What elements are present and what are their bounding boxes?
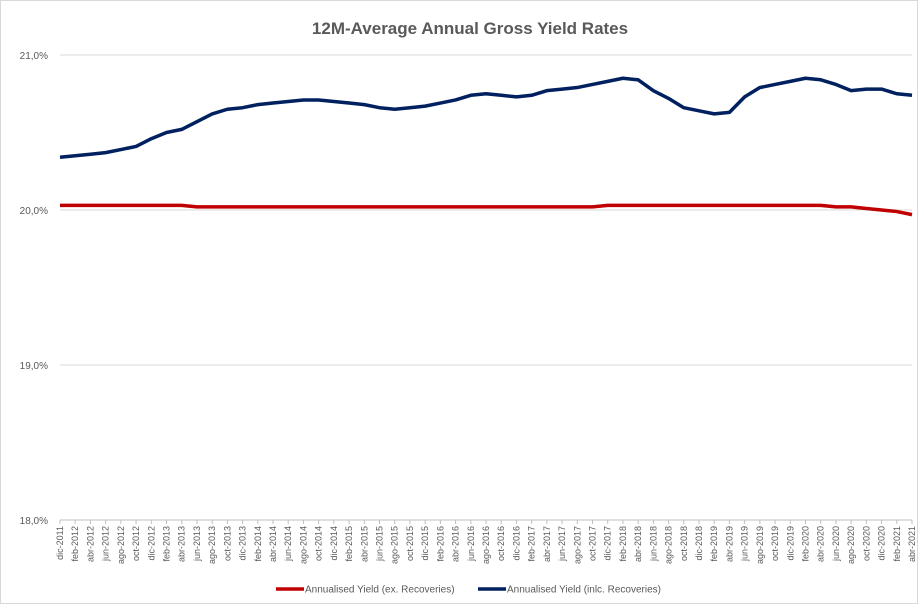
chart-title: 12M-Average Annual Gross Yield Rates	[312, 19, 628, 38]
x-tick-label: abr-2018	[633, 526, 643, 562]
x-tick-label: oct-2020	[861, 526, 871, 561]
x-tick-label: jun-2019	[740, 526, 750, 562]
x-tick-label: feb-2016	[435, 526, 445, 562]
x-tick-label: oct-2013	[222, 526, 232, 561]
x-tick-label: feb-2019	[709, 526, 719, 562]
x-tick-label: feb-2018	[618, 526, 628, 562]
x-tick-label: feb-2021	[892, 526, 902, 562]
x-tick-label: ago-2012	[116, 526, 126, 564]
x-tick-label: jun-2013	[192, 526, 202, 562]
x-tick-label: jun-2017	[557, 526, 567, 562]
x-tick-label: ago-2019	[755, 526, 765, 564]
x-tick-label: jun-2015	[375, 526, 385, 562]
x-tick-label: dic-2015	[420, 526, 430, 561]
x-tick-label: ago-2014	[298, 526, 308, 564]
series-line	[60, 203, 913, 217]
x-tick-label: dic-2019	[785, 526, 795, 561]
x-tick-label: dic-2018	[694, 526, 704, 561]
x-tick-label: ago-2015	[390, 526, 400, 564]
x-tick-label: dic-2017	[603, 526, 613, 561]
x-tick-label: ago-2020	[846, 526, 856, 564]
x-tick-label: oct-2016	[496, 526, 506, 561]
x-tick-label: abr-2016	[451, 526, 461, 562]
x-tick-label: oct-2019	[770, 526, 780, 561]
x-tick-label: oct-2014	[314, 526, 324, 561]
x-tick-label: feb-2012	[70, 526, 80, 562]
series-line	[59, 76, 913, 160]
x-tick-label: ago-2013	[207, 526, 217, 564]
x-tick-label: feb-2015	[344, 526, 354, 562]
x-tick-label: dic-2014	[329, 526, 339, 561]
x-tick-label: oct-2012	[131, 526, 141, 561]
x-tick-label: oct-2017	[588, 526, 598, 561]
x-tick-label: feb-2014	[253, 526, 263, 562]
y-tick-label: 21,0%	[20, 51, 48, 62]
x-tick-label: abr-2020	[816, 526, 826, 562]
x-tick-label: ago-2018	[664, 526, 674, 564]
x-tick-label: jun-2020	[831, 526, 841, 562]
x-tick-label: feb-2020	[801, 526, 811, 562]
x-tick-label: abr-2014	[268, 526, 278, 562]
x-tick-label: abr-2012	[85, 526, 95, 562]
legend-label: Annualised Yield (inlc. Recoveries)	[507, 585, 661, 596]
x-tick-label: abr-2019	[724, 526, 734, 562]
x-tick-label: ago-2017	[572, 526, 582, 564]
x-tick-label: dic-2012	[146, 526, 156, 561]
x-tick-label: jun-2012	[101, 526, 111, 562]
x-tick-label: dic-2013	[238, 526, 248, 561]
x-tick-label: dic-2016	[511, 526, 521, 561]
x-tick-label: jun-2018	[648, 526, 658, 562]
x-tick-label: oct-2018	[679, 526, 689, 561]
x-tick-label: jun-2016	[466, 526, 476, 562]
x-tick-label: ago-2016	[481, 526, 491, 564]
x-tick-label: feb-2017	[527, 526, 537, 562]
x-tick-label: abr-2013	[177, 526, 187, 562]
x-tick-label: dic-2011	[55, 526, 65, 560]
x-tick-label: feb-2013	[162, 526, 172, 562]
y-tick-label: 19,0%	[20, 361, 48, 372]
x-tick-label: jun-2014	[283, 526, 293, 562]
x-tick-label: dic-2020	[877, 526, 887, 561]
x-tick-label: abr-2021	[907, 526, 917, 562]
x-tick-label: abr-2017	[542, 526, 552, 562]
x-tick-label: abr-2015	[359, 526, 369, 562]
y-tick-label: 18,0%	[20, 516, 48, 527]
y-tick-label: 20,0%	[20, 206, 48, 217]
x-tick-label: oct-2015	[405, 526, 415, 561]
legend-label: Annualised Yield (ex. Recoveries)	[305, 585, 455, 596]
